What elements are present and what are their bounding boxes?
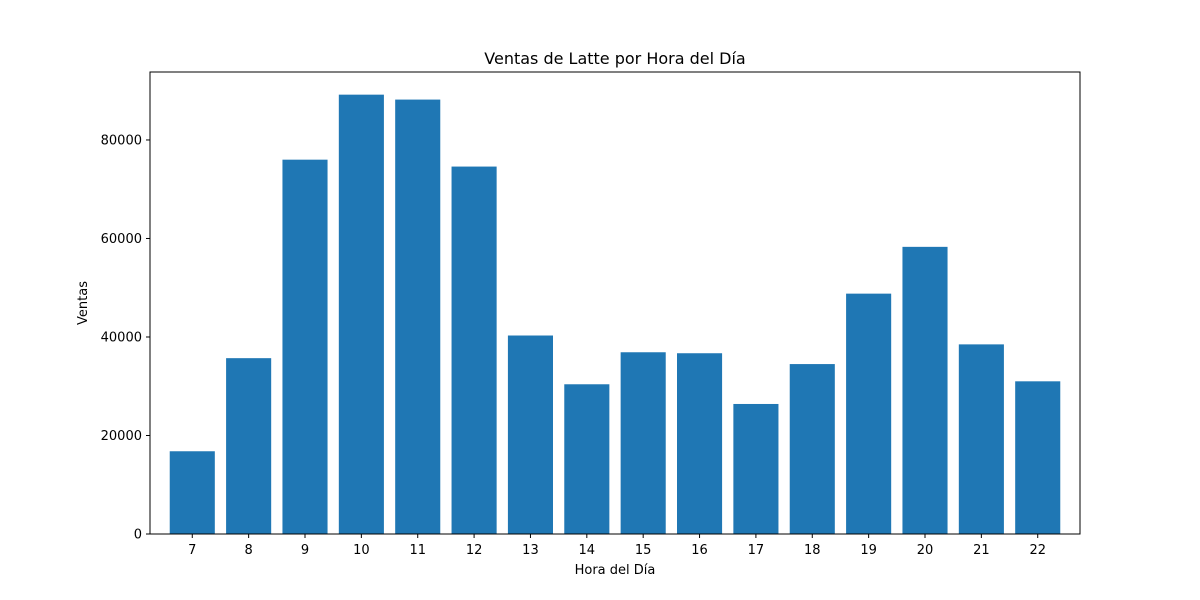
y-axis-label: Ventas: [76, 281, 91, 325]
bar-hour-12: [451, 166, 497, 534]
bar-hour-14: [564, 384, 610, 534]
bar-hour-16: [677, 353, 723, 534]
y-tick-label: 60000: [101, 232, 142, 247]
x-tick-label: 18: [804, 543, 821, 558]
x-tick-label: 14: [579, 543, 596, 558]
x-tick-label: 16: [691, 543, 708, 558]
bar-hour-15: [620, 352, 666, 534]
y-tick-label: 80000: [101, 133, 142, 148]
x-tick-label: 21: [973, 543, 990, 558]
x-axis-ticks: 7 8 9 10 11 12 13 14 15 16 17 18 19 20 21 22: [188, 534, 1046, 558]
bar-hour-7: [169, 451, 215, 534]
bar-hour-20: [902, 246, 948, 534]
x-tick-label: 17: [748, 543, 765, 558]
x-tick-label: 19: [860, 543, 877, 558]
chart-title: Ventas de Latte por Hora del Día: [484, 49, 745, 68]
x-tick-label: 12: [466, 543, 483, 558]
bar-hour-17: [733, 403, 779, 534]
bar-hour-10: [338, 94, 384, 535]
x-tick-label: 10: [353, 543, 370, 558]
y-tick-label: 40000: [101, 330, 142, 345]
bars-group: [169, 94, 1061, 535]
x-tick-label: 11: [409, 543, 426, 558]
x-tick-label: 9: [301, 543, 309, 558]
y-tick-label: 0: [134, 528, 142, 543]
x-tick-label: 13: [522, 543, 539, 558]
bar-hour-21: [958, 344, 1004, 534]
x-tick-label: 22: [1029, 543, 1046, 558]
plot-frame: [149, 71, 1081, 535]
y-tick-label: 20000: [101, 429, 142, 444]
bar-hour-19: [846, 293, 892, 534]
bar-hour-13: [507, 335, 553, 534]
x-tick-label: 8: [244, 543, 252, 558]
bar-hour-18: [789, 364, 835, 534]
y-axis-ticks: 0 20000 40000 60000 80000: [101, 133, 150, 543]
bar-hour-22: [1015, 381, 1061, 534]
x-axis-label: Hora del Día: [575, 563, 656, 578]
bar-hour-11: [395, 99, 441, 534]
x-tick-label: 15: [635, 543, 652, 558]
x-tick-label: 7: [188, 543, 196, 558]
bar-hour-8: [226, 358, 272, 534]
bar-hour-9: [282, 159, 328, 535]
x-tick-label: 20: [917, 543, 934, 558]
